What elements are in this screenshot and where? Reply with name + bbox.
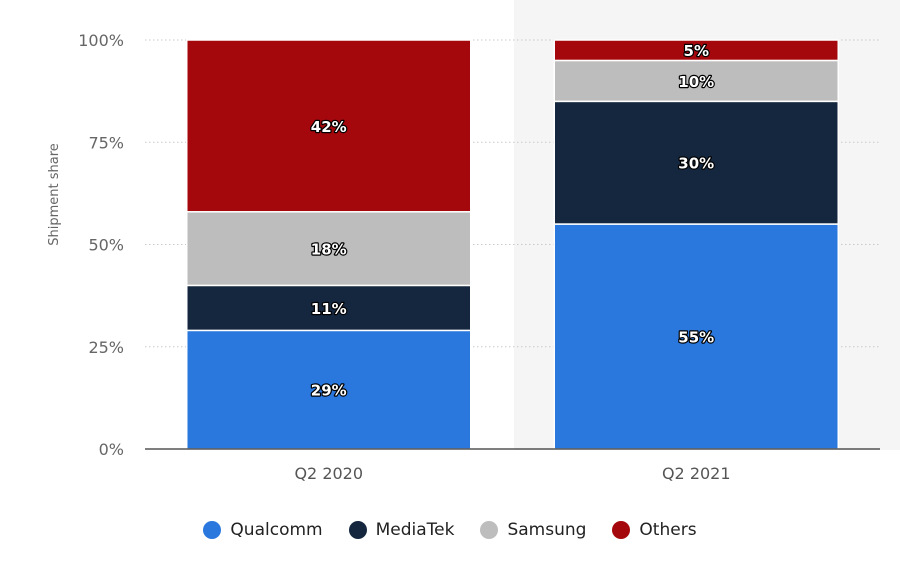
- x-tick-label: Q2 2021: [662, 464, 731, 483]
- y-tick-label: 0%: [99, 440, 124, 459]
- legend-item-qualcomm[interactable]: Qualcomm: [203, 520, 323, 540]
- y-tick-label: 50%: [88, 236, 124, 255]
- legend-label: Qualcomm: [230, 520, 323, 540]
- legend-swatch: [612, 521, 631, 539]
- legend-item-samsung[interactable]: Samsung: [480, 520, 586, 540]
- y-axis-title: Shipment share: [47, 143, 62, 246]
- x-tick-label: Q2 2020: [294, 464, 363, 483]
- legend-swatch: [203, 521, 222, 539]
- data-label: 29%: [311, 382, 347, 400]
- bar-segment-others[interactable]: [186, 39, 472, 213]
- y-tick-label: 75%: [88, 133, 124, 152]
- legend-item-others[interactable]: Others: [612, 520, 697, 540]
- legend-swatch: [348, 521, 367, 539]
- bar-segment-qualcomm[interactable]: [186, 329, 472, 450]
- chart-legend: Qualcomm MediaTek Samsung Others: [0, 520, 900, 540]
- legend-label: Samsung: [507, 520, 587, 540]
- legend-label: Others: [639, 520, 697, 540]
- data-label: 30%: [678, 155, 714, 173]
- bar-segment-samsung[interactable]: [553, 59, 839, 103]
- data-label: 10%: [678, 73, 714, 91]
- bar-segment-others[interactable]: [553, 39, 839, 62]
- bar-segment-samsung[interactable]: [186, 211, 472, 287]
- y-tick-label: 100%: [78, 31, 124, 50]
- data-label: 11%: [311, 300, 347, 318]
- bar-segment-mediatek[interactable]: [553, 100, 839, 225]
- legend-item-mediatek[interactable]: MediaTek: [348, 520, 455, 540]
- legend-label: MediaTek: [375, 520, 455, 540]
- data-label: 5%: [684, 42, 709, 60]
- bar-segment-qualcomm[interactable]: [553, 223, 839, 450]
- data-label: 42%: [311, 118, 347, 136]
- y-tick-label: 25%: [88, 338, 124, 357]
- data-label: 18%: [311, 241, 347, 259]
- data-label: 55%: [678, 329, 714, 347]
- legend-swatch: [480, 521, 499, 539]
- chart-plot: 0% 25% 50% 75% 100% Shipment share 29% 11% 18% 42…: [47, 31, 880, 483]
